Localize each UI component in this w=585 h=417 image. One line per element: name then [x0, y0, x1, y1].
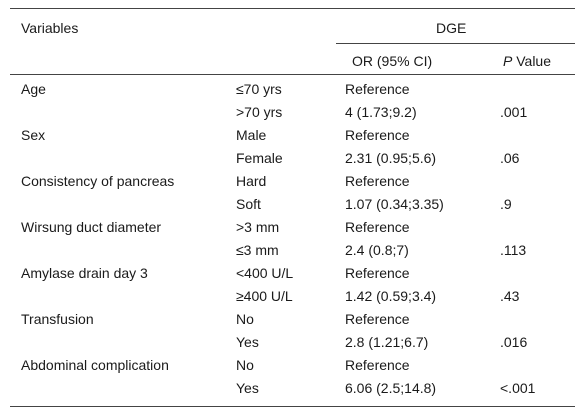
cell-level: Yes — [236, 334, 259, 350]
cell-p-value: .001 — [500, 104, 528, 120]
cell-p-value: .43 — [500, 288, 520, 304]
cell-variable: Abdominal complication — [21, 357, 169, 373]
cell-level: Soft — [236, 196, 261, 212]
cell-or: Reference — [345, 173, 410, 189]
cell-variable: Consistency of pancreas — [21, 173, 175, 189]
header-p-value: P Value — [503, 53, 551, 69]
cell-or: Reference — [345, 265, 410, 281]
group-underline — [336, 43, 575, 44]
cell-or: Reference — [345, 127, 410, 143]
cell-level: Hard — [236, 173, 267, 189]
cell-level: No — [236, 311, 254, 327]
cell-level: ≤70 yrs — [236, 81, 282, 97]
cell-level: ≤3 mm — [236, 242, 279, 258]
cell-or: 2.8 (1.21;6.7) — [345, 334, 429, 350]
cell-level: Yes — [236, 380, 259, 396]
header-group-dge: DGE — [436, 20, 467, 36]
cell-p-value: <.001 — [500, 380, 536, 396]
cell-variable: Wirsung duct diameter — [21, 219, 162, 235]
cell-p-value: .113 — [500, 242, 527, 258]
header-p-italic: P — [503, 53, 513, 69]
header-p-rest: Value — [512, 53, 552, 69]
cell-p-value: .9 — [500, 196, 512, 212]
cell-or: 6.06 (2.5;14.8) — [345, 380, 437, 396]
cell-or: 1.07 (0.34;3.35) — [345, 196, 444, 212]
cell-variable: Amylase drain day 3 — [21, 265, 148, 281]
cell-level: Female — [236, 150, 283, 166]
cell-p-value: .016 — [500, 334, 528, 350]
cell-level: >3 mm — [236, 219, 280, 235]
cell-level: ≥400 U/L — [236, 288, 293, 304]
header-or: OR (95% CI) — [352, 53, 433, 69]
cell-or: 1.42 (0.59;3.4) — [345, 288, 437, 304]
cell-or: 2.4 (0.8;7) — [345, 242, 409, 258]
results-table — [10, 8, 575, 407]
header-rule — [10, 74, 575, 75]
header-variables: Variables — [21, 20, 79, 36]
cell-variable: Age — [21, 81, 46, 97]
cell-or: Reference — [345, 81, 410, 97]
cell-variable: Transfusion — [21, 311, 94, 327]
cell-level: No — [236, 357, 254, 373]
cell-or: Reference — [345, 357, 410, 373]
cell-or: Reference — [345, 219, 410, 235]
cell-variable: Sex — [21, 127, 46, 143]
cell-level: >70 yrs — [236, 104, 283, 120]
cell-or: 4 (1.73;9.2) — [345, 104, 417, 120]
cell-level: <400 U/L — [236, 265, 294, 281]
cell-or: Reference — [345, 311, 410, 327]
cell-level: Male — [236, 127, 267, 143]
cell-or: 2.31 (0.95;5.6) — [345, 150, 437, 166]
cell-p-value: .06 — [500, 150, 520, 166]
